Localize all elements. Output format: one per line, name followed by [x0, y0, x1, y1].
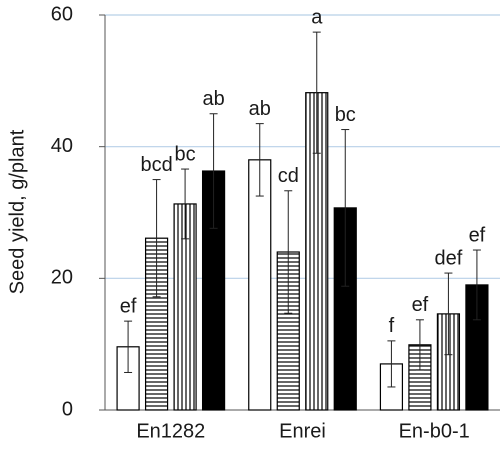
y-tick-label: 0	[62, 398, 73, 420]
significance-letter: bc	[335, 104, 356, 126]
significance-letter: ef	[120, 295, 137, 317]
significance-letter: f	[389, 315, 395, 337]
x-tick-label: En-b0-1	[399, 420, 470, 442]
x-tick-label: Enrei	[279, 420, 326, 442]
significance-letter: def	[435, 247, 463, 269]
significance-letter: ab	[202, 88, 224, 110]
bar	[248, 159, 272, 411]
y-tick-label: 20	[51, 267, 73, 289]
x-tick-label: En1282	[136, 420, 205, 442]
y-axis-label: Seed yield, g/plant	[6, 129, 28, 294]
y-tick-label: 60	[51, 3, 73, 25]
significance-letter: cd	[278, 165, 299, 187]
significance-letter: bcd	[140, 154, 172, 176]
significance-letter: bc	[175, 143, 196, 165]
significance-letter: ab	[249, 98, 271, 120]
significance-letter: a	[311, 6, 323, 28]
y-tick-label: 40	[51, 135, 73, 157]
significance-letter: ef	[412, 294, 429, 316]
significance-letter: ef	[469, 224, 486, 246]
